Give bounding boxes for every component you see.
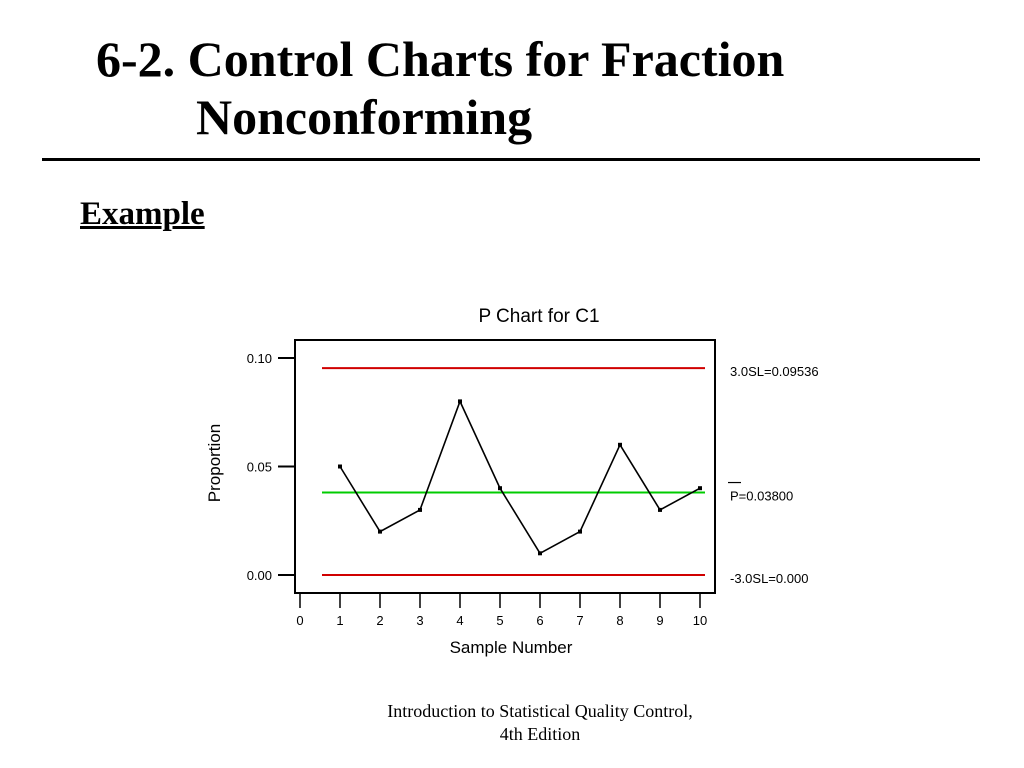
x-tick-label: 6 xyxy=(536,613,543,628)
footer-line1: Introduction to Statistical Quality Cont… xyxy=(387,701,693,721)
footer-line2: 4th Edition xyxy=(499,724,581,744)
slide-title-line1: 6-2. Control Charts for Fraction xyxy=(96,31,785,87)
control-line-label: -3.0SL=0.000 xyxy=(730,571,808,586)
control-line-label: P=0.03800 xyxy=(730,489,793,504)
slide-title-line2: Nonconforming xyxy=(196,89,533,145)
x-tick-label: 1 xyxy=(336,613,343,628)
x-tick-label: 5 xyxy=(496,613,503,628)
slide-title: 6-2. Control Charts for Fraction Nonconf… xyxy=(96,30,784,146)
data-point xyxy=(418,507,422,512)
data-point xyxy=(458,399,462,404)
title-divider xyxy=(42,158,980,161)
example-heading: Example xyxy=(80,196,205,232)
x-tick-label: 2 xyxy=(376,613,383,628)
x-tick-label: 9 xyxy=(656,613,663,628)
x-tick-label: 8 xyxy=(616,613,623,628)
footer-citation: Introduction to Statistical Quality Cont… xyxy=(340,700,740,746)
data-point xyxy=(658,507,662,512)
x-tick-label: 4 xyxy=(456,613,463,628)
data-point xyxy=(338,464,342,469)
p-chart: P Chart for C1 0.00 0.05 0.10 0 1 2 3 4 5 6 7 8 9 10… xyxy=(205,306,819,657)
chart-title: P Chart for C1 xyxy=(478,306,599,327)
data-point xyxy=(498,486,502,491)
data-point xyxy=(538,551,542,556)
data-point xyxy=(618,442,622,447)
x-tick-label: 3 xyxy=(416,613,423,628)
y-tick-label: 0.00 xyxy=(247,568,272,583)
data-point xyxy=(378,529,382,534)
control-line-label: 3.0SL=0.09536 xyxy=(730,364,819,379)
x-axis: 0 1 2 3 4 5 6 7 8 9 10 xyxy=(296,593,707,628)
series-line xyxy=(339,399,701,555)
x-tick-label: 10 xyxy=(693,613,707,628)
data-point xyxy=(698,486,702,491)
y-tick-label: 0.05 xyxy=(247,460,272,475)
y-axis: 0.00 0.05 0.10 xyxy=(247,351,295,583)
y-tick-label: 0.10 xyxy=(247,351,272,366)
plot-frame xyxy=(294,339,716,594)
x-tick-label: 7 xyxy=(576,613,583,628)
data-series xyxy=(338,399,702,556)
control-limits: 3.0SL=0.09536 P=0.03800 -3.0SL=0.000 xyxy=(322,364,819,586)
x-tick-label: 0 xyxy=(296,613,303,628)
y-axis-label: Proportion xyxy=(205,424,224,502)
x-axis-label: Sample Number xyxy=(450,638,573,657)
data-point xyxy=(578,529,582,534)
